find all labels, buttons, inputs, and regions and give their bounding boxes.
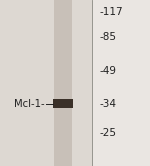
Bar [0, 0, 92, 166]
Text: -25: -25 [99, 128, 116, 138]
Text: -49: -49 [99, 66, 116, 76]
Text: -117: -117 [99, 7, 123, 17]
Text: -34: -34 [99, 99, 116, 109]
Text: Mcl-1-: Mcl-1- [14, 99, 45, 109]
Bar [54, 0, 72, 166]
Bar [53, 99, 73, 108]
Text: -85: -85 [99, 32, 116, 42]
